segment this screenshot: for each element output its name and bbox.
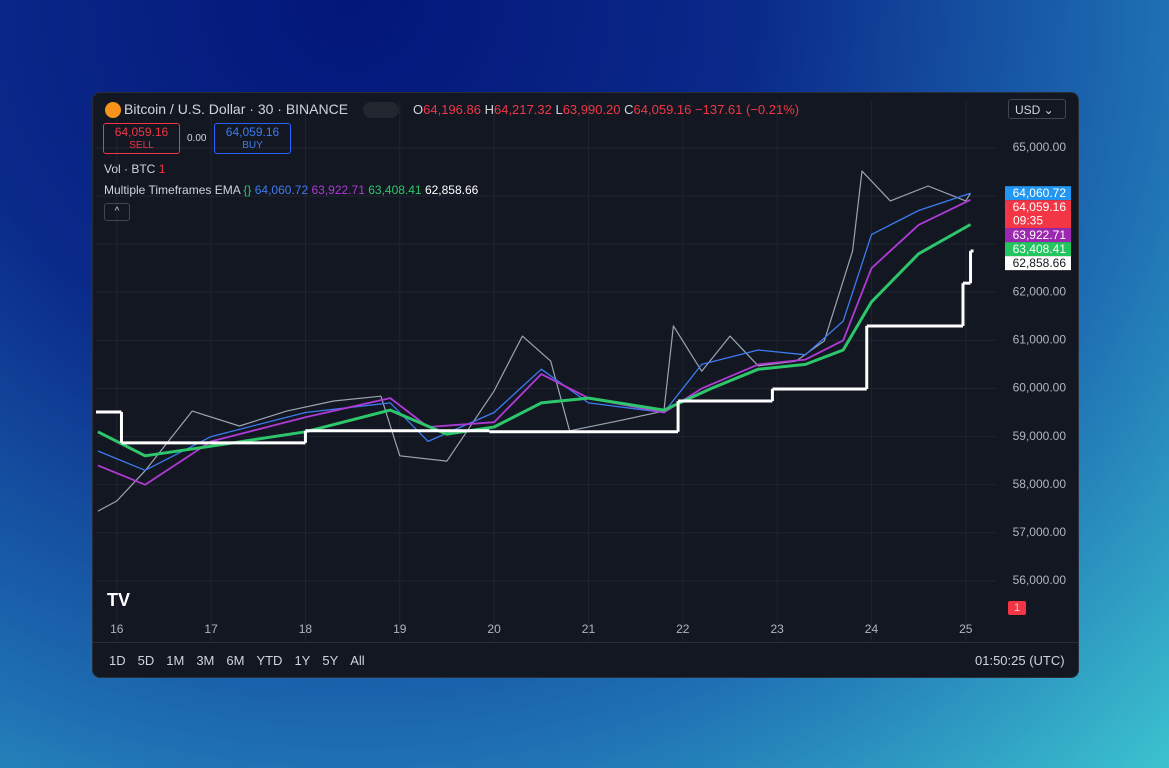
x-tick-label: 17 <box>204 622 218 636</box>
range-button[interactable]: All <box>350 653 365 668</box>
x-tick-label: 21 <box>582 622 596 636</box>
x-tick-label: 24 <box>865 622 879 636</box>
x-tick-label: 20 <box>487 622 501 636</box>
currency-select[interactable]: USD ⌄ <box>1008 99 1066 119</box>
volume-value: 1 <box>158 162 166 176</box>
x-tick-label: 23 <box>770 622 784 636</box>
indicator-value: 62,858.66 <box>424 183 479 197</box>
chart: 56,000.00 57,000.00 58,000.00 59,000.00 60,0… <box>96 101 1071 641</box>
indicator-value: 63,408.41 <box>368 183 422 197</box>
price-tag-label: 64,060.72 <box>1013 186 1067 200</box>
indicator-value: 63,922.71 <box>311 183 365 197</box>
range-button[interactable]: 1M <box>166 653 185 668</box>
range-button[interactable]: 5Y <box>322 653 339 668</box>
chart-panel: 56,000.00 57,000.00 58,000.00 59,000.00 60,0… <box>92 92 1079 678</box>
status-pill[interactable] <box>363 102 399 118</box>
price-tag-label: 64,059.16 <box>1013 200 1067 214</box>
badge: 1 <box>1008 601 1026 615</box>
sell-label: SELL <box>129 140 154 151</box>
ohlc-value: 63,990.20 <box>562 102 621 117</box>
y-tick-label: 56,000.00 <box>1013 573 1067 587</box>
divider <box>93 642 1078 643</box>
price-tag-label: 63,922.71 <box>1013 228 1067 242</box>
indicator-name: Multiple Timeframes EMA <box>104 183 241 197</box>
volume-legend: Vol · BTC 1 <box>104 162 165 176</box>
y-tick-label: 60,000.00 <box>1013 381 1067 395</box>
series-line <box>97 170 972 512</box>
y-tick-label: 62,000.00 <box>1013 284 1067 298</box>
ohlc: O64,196.86 H64,217.32 L63,990.20 C64,059… <box>413 102 799 117</box>
range-button[interactable]: 5D <box>137 653 155 668</box>
collapse-button[interactable]: ^ <box>104 203 130 221</box>
buy-button[interactable]: 64,059.16 BUY <box>214 123 291 154</box>
y-tick-label: 57,000.00 <box>1013 525 1067 539</box>
range-button[interactable]: YTD <box>256 653 283 668</box>
ohlc-value: 64,217.32 <box>493 102 552 117</box>
logo: TV <box>107 590 131 610</box>
x-tick-label: 22 <box>676 622 690 636</box>
range-bar: 1D 5D 1M 3M 6M YTD 1Y 5Y All <box>109 653 377 668</box>
series-line <box>97 192 971 471</box>
y-tick-label: 59,000.00 <box>1013 429 1067 443</box>
price-tag <box>1005 256 1071 271</box>
price-tag <box>1005 242 1071 257</box>
clock: 01:50:25 (UTC) <box>975 653 1065 668</box>
range-button[interactable]: 6M <box>226 653 245 668</box>
btc-icon <box>105 102 121 118</box>
x-tick-label: 18 <box>299 622 313 636</box>
sell-price: 64,059.16 <box>114 125 169 139</box>
indicator-legend: Multiple Timeframes EMA {} 64,060.72 63,… <box>104 183 478 197</box>
y-tick-label: 58,000.00 <box>1013 477 1067 491</box>
price-tag <box>1005 228 1071 243</box>
change: −137.61 (−0.21%) <box>695 102 800 117</box>
sell-button[interactable]: 64,059.16 SELL <box>103 123 180 154</box>
indicator-value: 64,060.72 <box>254 183 309 197</box>
range-button[interactable]: 3M <box>196 653 215 668</box>
y-tick-label: 65,000.00 <box>1013 140 1067 154</box>
ohlc-key: L <box>555 102 563 117</box>
y-tick-label: 61,000.00 <box>1013 333 1067 347</box>
price-tag <box>1005 186 1071 201</box>
symbol[interactable]: Bitcoin / U.S. Dollar · 30 · BINANCE <box>124 101 349 117</box>
currency: USD <box>1015 103 1041 117</box>
range-button[interactable]: 1Y <box>294 653 311 668</box>
countdown: 09:35 <box>1013 213 1043 227</box>
ohlc-key: O <box>413 102 424 117</box>
indicator-icon[interactable]: {} <box>243 183 252 197</box>
ohlc-key: C <box>624 102 634 117</box>
ohlc-key: H <box>484 102 494 117</box>
x-tick-label: 25 <box>959 622 973 636</box>
price-tag-label: 63,408.41 <box>1013 242 1067 256</box>
x-tick-label: 16 <box>110 622 124 636</box>
buy-price: 64,059.16 <box>225 125 280 139</box>
price-tag <box>1005 200 1071 229</box>
series-line <box>97 223 972 458</box>
spread: 0.00 <box>187 133 207 144</box>
x-tick-label: 19 <box>393 622 407 636</box>
range-button[interactable]: 1D <box>109 653 126 668</box>
volume-label: Vol · BTC <box>104 162 156 176</box>
buy-label: BUY <box>242 140 263 151</box>
ohlc-value: 64,059.16 <box>633 102 692 117</box>
price-tag-label: 62,858.66 <box>1013 256 1067 270</box>
ohlc-value: 64,196.86 <box>423 102 481 117</box>
